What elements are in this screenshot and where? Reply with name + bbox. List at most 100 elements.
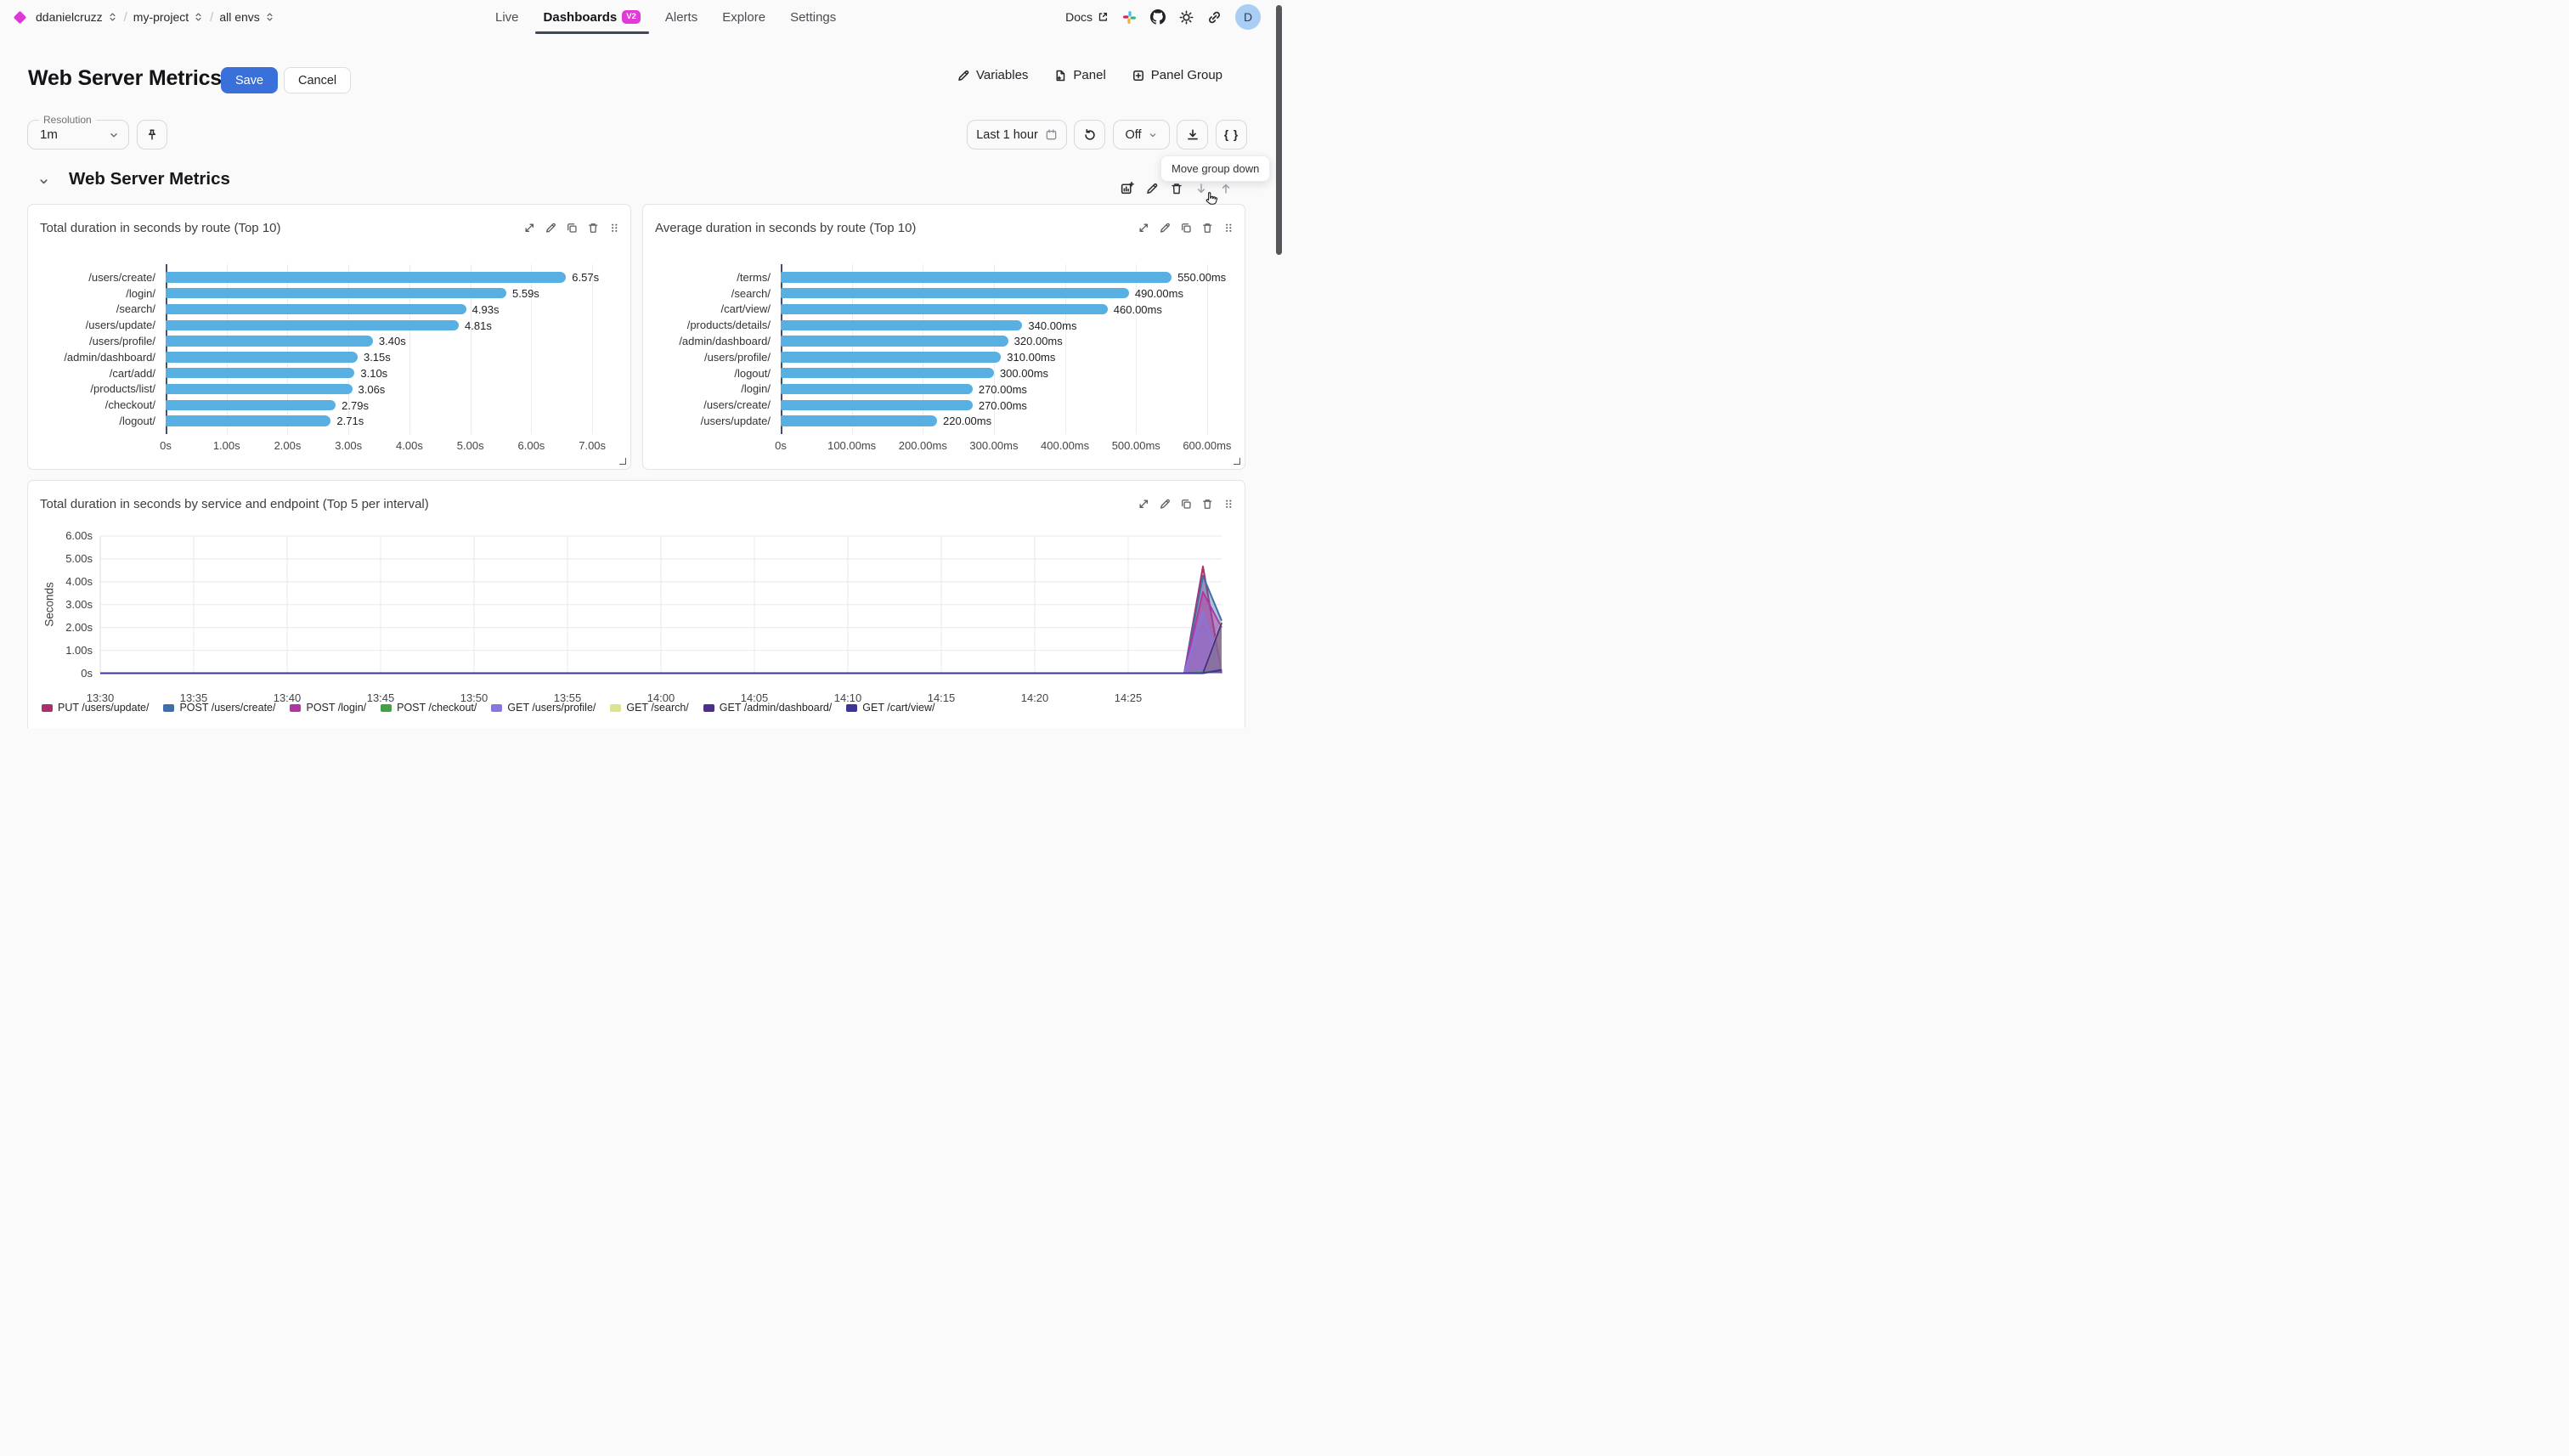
- x-axis-ticks: 0s 1.00s 2.00s 3.00s 4.00s 5.00s 6.00s 7.00s: [160, 438, 607, 452]
- time-range-picker[interactable]: Last 1 hour: [967, 120, 1067, 150]
- bar-category-label: /users/create/: [703, 398, 771, 412]
- group-collapse-chevron-icon[interactable]: [37, 175, 50, 188]
- legend-item[interactable]: GET /search/: [610, 702, 689, 714]
- breadcrumb-env[interactable]: all envs: [219, 10, 260, 24]
- bar-row: /users/profile/3.40s: [40, 333, 618, 349]
- app-window: ddanielcruzz / my-project / all envs Liv…: [0, 0, 1284, 728]
- legend-item[interactable]: POST /login/: [290, 702, 366, 714]
- share-link-icon[interactable]: [1207, 10, 1222, 25]
- drag-handle-icon[interactable]: [1222, 498, 1235, 511]
- delete-group-icon[interactable]: [1170, 182, 1183, 195]
- refresh-button[interactable]: [1074, 120, 1105, 150]
- delete-panel-icon[interactable]: [1201, 222, 1214, 234]
- tab-alerts[interactable]: Alerts: [664, 9, 698, 25]
- edit-panel-icon[interactable]: [1159, 222, 1172, 234]
- bar-row: /users/create/270.00ms: [655, 397, 1233, 413]
- bar-category-label: /products/details/: [686, 319, 771, 332]
- panel-actions: [523, 222, 621, 234]
- tab-dashboards[interactable]: Dashboards V2: [534, 0, 650, 34]
- bar-value-label: 310.00ms: [1007, 351, 1056, 364]
- bar: [166, 272, 567, 283]
- legend-item[interactable]: POST /users/create/: [163, 702, 275, 714]
- slack-icon[interactable]: [1122, 10, 1137, 25]
- resize-handle[interactable]: [619, 458, 626, 465]
- pin-button[interactable]: [137, 120, 167, 150]
- edit-panel-icon[interactable]: [1159, 498, 1172, 511]
- bar-value-label: 3.06s: [358, 382, 386, 396]
- move-group-down-icon[interactable]: [1194, 182, 1208, 195]
- cancel-button[interactable]: Cancel: [284, 67, 352, 93]
- duplicate-panel-icon[interactable]: [1180, 222, 1193, 234]
- bar: [166, 287, 506, 299]
- project-switcher-icon[interactable]: [193, 11, 204, 23]
- docs-link[interactable]: Docs: [1065, 10, 1109, 24]
- drag-handle-icon[interactable]: [1222, 222, 1235, 234]
- duplicate-panel-icon[interactable]: [1180, 498, 1193, 511]
- panel-actions: [1138, 222, 1235, 234]
- save-button[interactable]: Save: [221, 67, 279, 93]
- tab-settings[interactable]: Settings: [790, 9, 837, 25]
- variables-button[interactable]: Variables: [957, 68, 1028, 82]
- github-icon[interactable]: [1150, 9, 1166, 25]
- expand-panel-icon[interactable]: [523, 222, 536, 234]
- x-axis-tick: 13:50: [460, 691, 488, 704]
- json-view-button[interactable]: { }: [1216, 120, 1247, 150]
- pin-icon: [148, 129, 156, 140]
- resize-handle[interactable]: [1234, 458, 1240, 465]
- tab-explore[interactable]: Explore: [722, 9, 766, 25]
- bar: [781, 303, 1108, 315]
- bar-chart-total-duration: /users/create/6.57s/login/5.59s/search/4…: [40, 264, 618, 456]
- duplicate-panel-icon[interactable]: [566, 222, 579, 234]
- legend-item[interactable]: GET /admin/dashboard/: [703, 702, 832, 714]
- org-switcher-icon[interactable]: [107, 11, 118, 23]
- edit-group-icon[interactable]: [1145, 182, 1159, 195]
- brand-logo-icon[interactable]: [13, 10, 27, 24]
- avatar[interactable]: D: [1235, 4, 1261, 30]
- drag-handle-icon[interactable]: [608, 222, 621, 234]
- legend-item[interactable]: POST /checkout/: [381, 702, 477, 714]
- legend-item[interactable]: GET /cart/view/: [846, 702, 935, 714]
- resolution-label: Resolution: [39, 114, 96, 126]
- move-group-up-icon[interactable]: [1219, 182, 1233, 195]
- bar: [781, 367, 994, 379]
- legend-item[interactable]: GET /users/profile/: [491, 702, 596, 714]
- bar-gridlines: [781, 264, 1233, 434]
- bar-gridlines: [166, 264, 618, 434]
- x-axis-ticks: 0s 100.00ms 200.00ms 300.00ms 400.00ms 500.00…: [775, 438, 1232, 452]
- bar-value-label: 270.00ms: [978, 382, 1027, 396]
- bar: [166, 319, 460, 331]
- expand-panel-icon[interactable]: [1138, 498, 1150, 511]
- bar-category-label: /admin/dashboard/: [64, 350, 155, 364]
- add-panel-button[interactable]: Panel: [1053, 68, 1106, 82]
- env-switcher-icon[interactable]: [264, 11, 275, 23]
- theme-toggle-icon[interactable]: [1179, 9, 1194, 25]
- scrollbar-thumb[interactable]: [1276, 5, 1282, 255]
- x-axis-tick: 14:10: [833, 691, 862, 704]
- breadcrumb-separator: /: [123, 9, 127, 25]
- add-panel-group-button[interactable]: Panel Group: [1132, 68, 1222, 82]
- x-axis-tick: 14:05: [740, 691, 769, 704]
- add-chart-icon[interactable]: [1120, 181, 1134, 195]
- y-axis-tick: 3.00s: [65, 597, 93, 611]
- breadcrumb-project[interactable]: my-project: [133, 10, 189, 24]
- expand-panel-icon[interactable]: [1138, 222, 1150, 234]
- download-button[interactable]: [1177, 120, 1208, 150]
- bar-category-label: /users/create/: [88, 270, 155, 284]
- breadcrumb-separator: /: [210, 9, 214, 25]
- delete-panel-icon[interactable]: [587, 222, 600, 234]
- bar-row: /users/update/4.81s: [40, 317, 618, 333]
- legend-swatch: [610, 703, 622, 712]
- breadcrumb-org[interactable]: ddanielcruzz: [36, 10, 103, 24]
- bar-value-label: 490.00ms: [1134, 286, 1183, 300]
- edit-panel-icon[interactable]: [545, 222, 557, 234]
- panel-title: Total duration in seconds by route (Top …: [40, 221, 281, 235]
- legend-swatch: [163, 703, 175, 712]
- legend-swatch: [491, 703, 503, 712]
- legend-item[interactable]: PUT /users/update/: [42, 702, 149, 714]
- file-plus-icon: [1056, 70, 1065, 81]
- chevron-down-icon: [1148, 130, 1158, 140]
- tab-live[interactable]: Live: [495, 9, 519, 25]
- delete-panel-icon[interactable]: [1201, 498, 1214, 511]
- auto-refresh-select[interactable]: Off: [1113, 120, 1170, 150]
- bar-row: /products/list/3.06s: [40, 381, 618, 398]
